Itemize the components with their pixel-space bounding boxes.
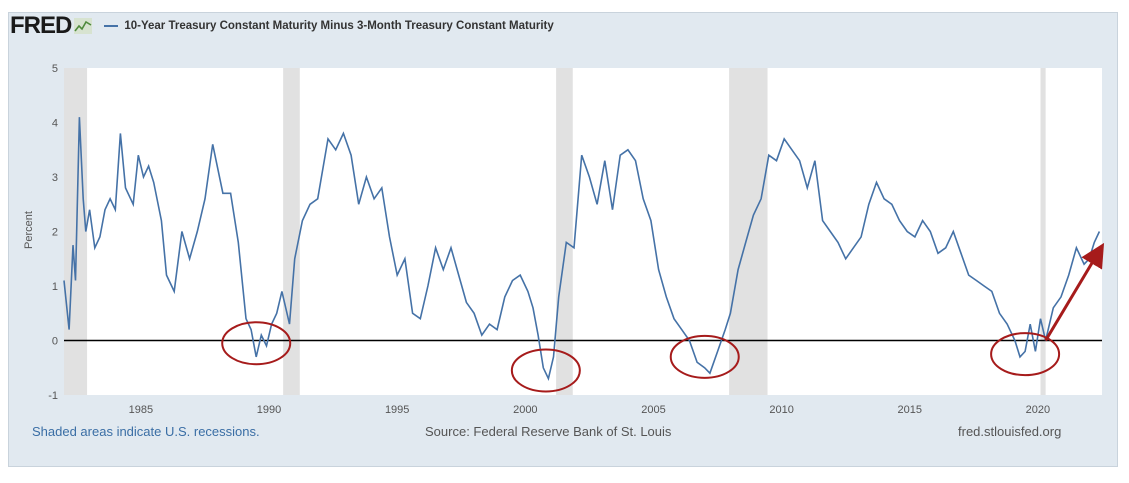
y-tick-label: 1 [52,281,58,293]
x-tick-label: 2000 [513,404,537,416]
y-tick-label: -1 [48,390,58,402]
plot-area [64,68,1102,395]
x-tick-label: 2015 [898,404,922,416]
site-link[interactable]: fred.stlouisfed.org [958,424,1062,439]
annotation-circle [669,334,740,379]
series-line [63,117,1101,382]
recession-band [556,68,573,395]
y-tick-label: 2 [52,227,58,239]
annotation-circle [221,321,292,366]
recession-band [283,68,300,395]
y-tick-label: 3 [52,172,58,184]
recession-band [1040,68,1046,395]
y-tick-label: 5 [52,63,58,75]
annotation-circle [510,348,581,393]
x-tick-label: 1990 [257,404,281,416]
legend: 10-Year Treasury Constant Maturity Minus… [104,20,554,32]
source-text: Source: Federal Reserve Bank of St. Loui… [425,424,672,439]
annotation-arrow [1044,242,1105,342]
recession-note: Shaded areas indicate U.S. recessions. [32,424,260,439]
y-tick-label: 0 [52,336,58,348]
chart-line-icon [74,18,93,34]
y-tick-label: 4 [52,118,58,130]
x-tick-label: 2020 [1026,404,1050,416]
chart-header: FRED 10-Year Treasury Constant Maturity … [10,12,554,40]
x-tick-label: 1995 [385,404,409,416]
legend-swatch [104,25,119,27]
fred-logo-text: FRED [10,12,72,39]
y-axis-label: Percent [23,211,35,249]
x-tick-label: 2010 [769,404,793,416]
recession-band [64,68,88,395]
legend-label: 10-Year Treasury Constant Maturity Minus… [124,20,554,32]
x-tick-label: 1985 [129,404,153,416]
fred-logo[interactable]: FRED [10,12,93,40]
annotation-circle [990,332,1061,377]
x-tick-label: 2005 [641,404,665,416]
